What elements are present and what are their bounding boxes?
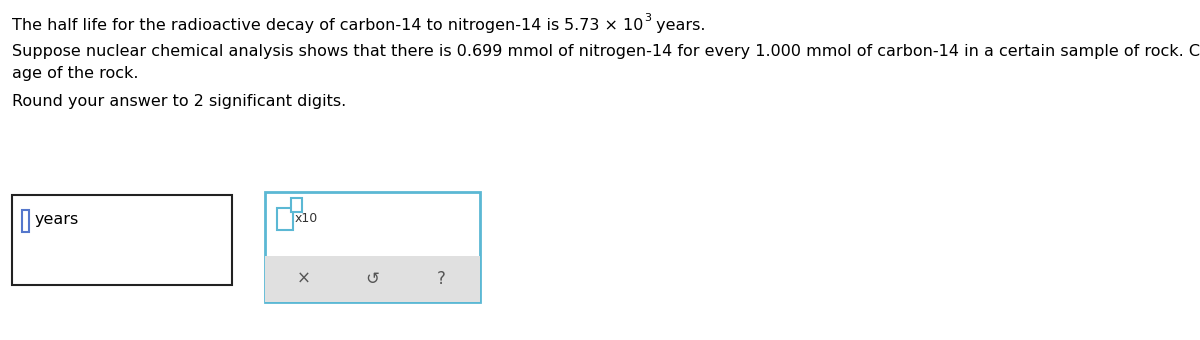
Text: 5.73 × 10: 5.73 × 10: [564, 18, 643, 33]
Text: age of the rock.: age of the rock.: [12, 66, 138, 81]
Text: years: years: [35, 212, 79, 227]
Text: The half life for the radioactive decay of carbon-14 to nitrogen-14 is: The half life for the radioactive decay …: [12, 18, 564, 33]
Bar: [12, 195, 232, 285]
Bar: [265, 192, 480, 302]
Text: ↺: ↺: [366, 270, 379, 288]
Text: x10: x10: [295, 212, 318, 225]
Text: ×: ×: [296, 270, 311, 288]
Bar: [265, 256, 480, 302]
Text: Suppose nuclear chemical analysis shows that there is 0.699 mmol of nitrogen-14 : Suppose nuclear chemical analysis shows …: [12, 44, 1200, 59]
Bar: [22, 210, 29, 232]
Text: years.: years.: [650, 18, 706, 33]
Text: ?: ?: [437, 270, 445, 288]
Text: Round your answer to 2 significant digits.: Round your answer to 2 significant digit…: [12, 94, 347, 109]
Bar: [277, 208, 293, 230]
Bar: [292, 198, 302, 212]
Text: 3: 3: [643, 13, 650, 23]
